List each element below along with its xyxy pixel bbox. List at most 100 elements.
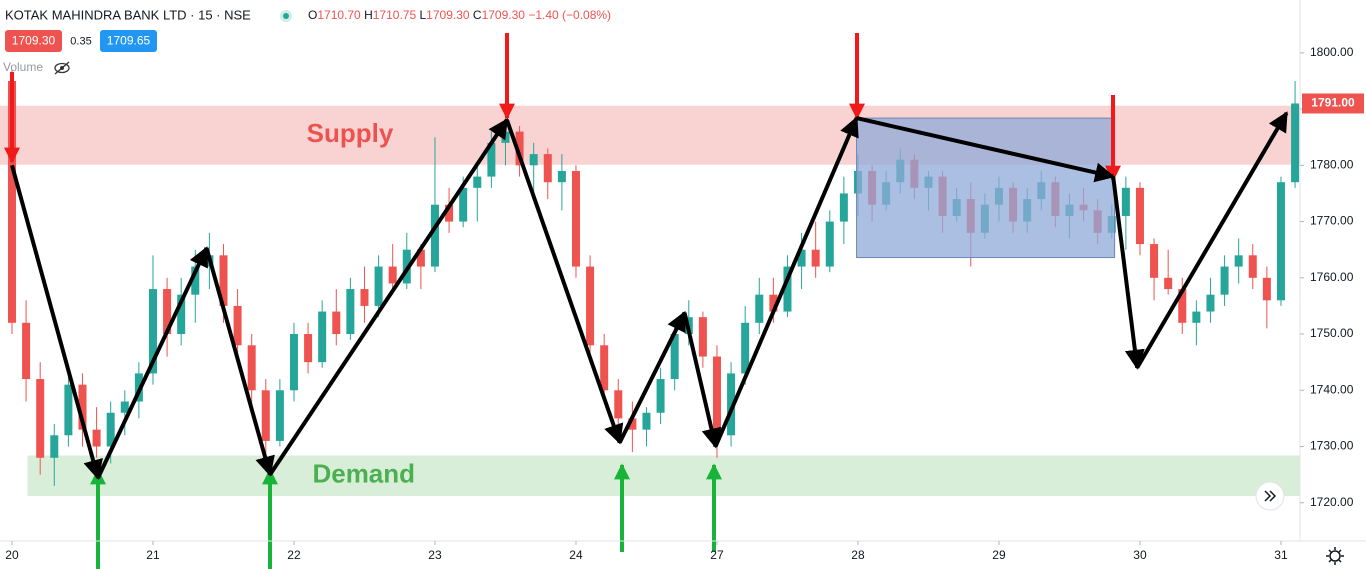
candle-body bbox=[148, 289, 157, 374]
candle-body bbox=[459, 187, 468, 222]
y-tick-label: 1750.00 bbox=[1310, 326, 1354, 340]
ask-badge bbox=[100, 30, 157, 52]
candle-body bbox=[191, 266, 200, 295]
candle-body bbox=[571, 170, 580, 267]
candle-body bbox=[712, 356, 721, 436]
candle-body bbox=[755, 294, 764, 323]
candle-body bbox=[628, 418, 637, 430]
zone bbox=[27, 455, 1300, 497]
zone-label: Demand bbox=[312, 459, 415, 489]
candle-body bbox=[1178, 289, 1187, 323]
settings-icon[interactable] bbox=[1326, 547, 1344, 565]
candle-body bbox=[1291, 103, 1300, 183]
candle-body bbox=[78, 384, 87, 430]
last-price-label: 1791.00 bbox=[1311, 96, 1355, 110]
swing-arrow bbox=[856, 116, 1116, 183]
candle-body bbox=[839, 193, 848, 222]
candle-body bbox=[430, 204, 439, 267]
candle-body bbox=[1164, 277, 1173, 290]
swing-arrow bbox=[682, 312, 722, 449]
candle-body bbox=[642, 412, 651, 430]
candle-body bbox=[1135, 187, 1144, 245]
quote-value: 1710.75 bbox=[373, 8, 417, 22]
candle-body bbox=[797, 249, 806, 267]
candle-body bbox=[374, 266, 383, 306]
x-tick-label: 28 bbox=[851, 548, 865, 562]
plot-area: Supply Demand bbox=[0, 69, 1300, 497]
y-tick-label: 1730.00 bbox=[1310, 439, 1354, 453]
candle-body bbox=[783, 266, 792, 312]
candle-body bbox=[120, 401, 129, 413]
candle-body bbox=[416, 249, 425, 267]
candle-body bbox=[825, 221, 834, 267]
x-tick-label: 24 bbox=[569, 548, 583, 562]
candle-body bbox=[163, 289, 172, 335]
candle-body bbox=[22, 322, 31, 380]
candle-body bbox=[1206, 294, 1215, 312]
swing-arrow bbox=[1135, 111, 1289, 369]
volume-label[interactable]: Volume bbox=[3, 60, 43, 74]
quote: O1710.70 H1710.75 L1709.30 C1709.30 −1.4… bbox=[308, 8, 611, 22]
y-tick-label: 1740.00 bbox=[1310, 382, 1354, 396]
y-tick-label: 1800.00 bbox=[1310, 45, 1354, 59]
candle-body bbox=[36, 379, 45, 458]
quote-value: 1709.30 bbox=[426, 8, 470, 22]
x-tick-label: 31 bbox=[1274, 548, 1288, 562]
candle-body bbox=[656, 379, 665, 413]
x-tick-label: 27 bbox=[710, 548, 724, 562]
status-dot bbox=[283, 13, 289, 19]
candle-body bbox=[1192, 311, 1201, 323]
candle-body bbox=[501, 131, 510, 143]
x-tick-label: 21 bbox=[146, 548, 160, 562]
candle-body bbox=[289, 334, 298, 391]
candle-body bbox=[261, 390, 270, 441]
quote-key: H bbox=[364, 8, 373, 22]
candle-body bbox=[670, 334, 679, 380]
quote-key: L bbox=[419, 8, 426, 22]
range-box bbox=[856, 117, 1116, 259]
candle-body bbox=[92, 429, 101, 447]
candle-body bbox=[727, 373, 736, 436]
x-tick-label: 29 bbox=[992, 548, 1006, 562]
x-tick-label: 23 bbox=[428, 548, 442, 562]
candle-body bbox=[7, 80, 16, 323]
candle-body bbox=[698, 317, 707, 357]
price-axis-panel bbox=[1300, 0, 1366, 569]
candle-body bbox=[388, 266, 397, 284]
quote-key: O bbox=[308, 8, 317, 22]
candle-body bbox=[586, 266, 595, 346]
y-tick-label: 1780.00 bbox=[1310, 158, 1354, 172]
swing-arrow bbox=[504, 119, 624, 445]
candle-body bbox=[360, 289, 369, 306]
x-tick-label: 30 bbox=[1133, 548, 1147, 562]
candle-body bbox=[233, 305, 242, 346]
hide-icon[interactable] bbox=[54, 61, 70, 75]
last-price-tag bbox=[1302, 93, 1364, 114]
candle-body bbox=[332, 311, 341, 335]
swing-arrow bbox=[617, 310, 687, 444]
spread: 0.35 bbox=[70, 35, 91, 47]
scroll-button[interactable] bbox=[1255, 481, 1285, 511]
quote-change: −1.40 (−0.08%) bbox=[528, 8, 611, 22]
candle-body bbox=[769, 294, 778, 312]
candle-body bbox=[543, 154, 552, 183]
swing-arrow bbox=[713, 116, 859, 448]
candle-body bbox=[529, 154, 538, 166]
swing-arrow bbox=[1111, 176, 1145, 370]
candle-body bbox=[1234, 255, 1243, 267]
symbol: KOTAK MAHINDRA BANK LTD · 15 · NSE bbox=[5, 7, 251, 22]
candle-body bbox=[811, 249, 820, 267]
candle-body bbox=[346, 289, 355, 335]
candle-body bbox=[614, 390, 623, 419]
candle-body bbox=[1248, 255, 1257, 278]
candle-body bbox=[487, 142, 496, 177]
swing-arrow bbox=[10, 164, 103, 480]
quote-value: 1710.70 bbox=[317, 8, 361, 22]
candle-body bbox=[50, 435, 59, 458]
candle-body bbox=[445, 204, 454, 222]
candle-body bbox=[219, 255, 228, 306]
axes: 1720.00 1730.00 1740.00 1750.00 1760.00 1770.… bbox=[5, 45, 1364, 562]
y-tick-label: 1760.00 bbox=[1310, 270, 1354, 284]
y-tick-label: 1720.00 bbox=[1310, 495, 1354, 509]
